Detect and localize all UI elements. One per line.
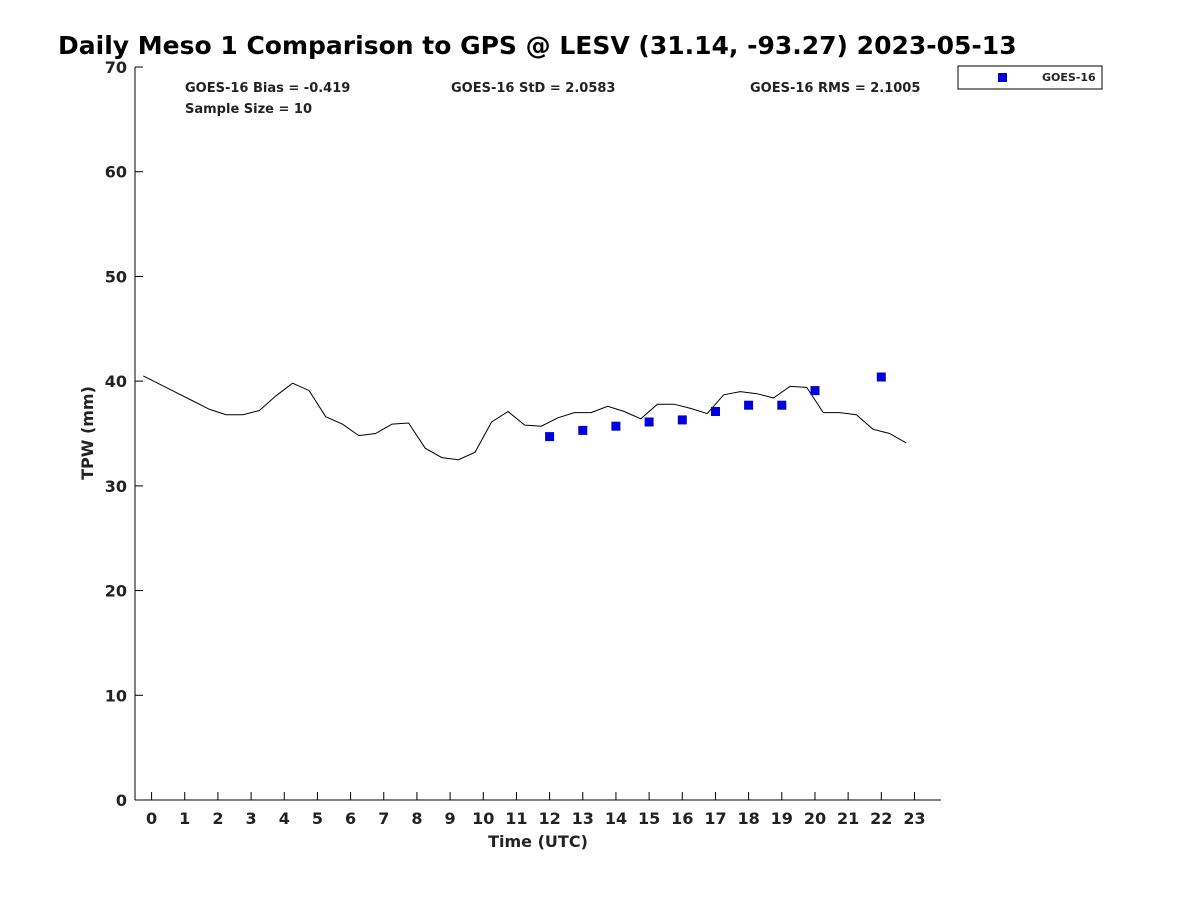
legend: GOES-16 (957, 65, 1103, 90)
goes16-point (777, 400, 787, 410)
goes16-point (677, 415, 687, 425)
goes16-point (611, 421, 621, 431)
y-tick-label: 0 (116, 791, 127, 810)
x-tick-label: 0 (146, 809, 157, 828)
x-tick-label: 1 (179, 809, 190, 828)
stat-rms: GOES-16 RMS = 2.1005 (750, 81, 920, 96)
x-tick-label: 22 (870, 809, 892, 828)
y-tick-label: 10 (105, 686, 127, 705)
x-tick-label: 21 (837, 809, 859, 828)
x-tick-label: 4 (279, 809, 290, 828)
x-tick-label: 3 (246, 809, 257, 828)
x-tick-label: 9 (445, 809, 456, 828)
x-tick-label: 15 (638, 809, 660, 828)
x-tick-label: 18 (737, 809, 759, 828)
goes16-point (644, 417, 654, 427)
x-tick-label: 14 (605, 809, 627, 828)
goes16-point (545, 432, 555, 442)
goes16-point (810, 386, 820, 396)
goes16-series (545, 372, 886, 442)
x-tick-label: 23 (903, 809, 925, 828)
x-axis-label: Time (UTC) (488, 832, 588, 851)
x-tick-label: 20 (804, 809, 826, 828)
y-tick-label: 70 (105, 58, 127, 77)
x-tick-label: 7 (378, 809, 389, 828)
y-tick-label: 40 (105, 372, 127, 391)
x-tick-label: 6 (345, 809, 356, 828)
plot-axes (134, 67, 941, 801)
gps-series (143, 375, 907, 461)
x-tick-label: 12 (538, 809, 560, 828)
x-tick-label: 11 (505, 809, 527, 828)
goes16-point (744, 400, 754, 410)
x-tick-label: 19 (771, 809, 793, 828)
x-tick-label: 13 (572, 809, 594, 828)
legend-swatch-goes16 (998, 73, 1007, 82)
y-tick-label: 50 (105, 267, 127, 286)
x-tick-label: 16 (671, 809, 693, 828)
x-tick-label: 5 (312, 809, 323, 828)
legend-box (957, 65, 1103, 90)
y-tick-label: 20 (105, 582, 127, 601)
x-tick-label: 17 (704, 809, 726, 828)
goes16-point (876, 372, 886, 382)
x-tick-label: 2 (212, 809, 223, 828)
stat-bias: GOES-16 Bias = -0.419 (185, 81, 350, 96)
x-tick-label: 10 (472, 809, 494, 828)
y-tick-label: 60 (105, 163, 127, 182)
stat-std: GOES-16 StD = 2.0583 (451, 81, 615, 96)
goes16-point (711, 407, 720, 416)
gps-line (143, 375, 907, 461)
chart-title: Daily Meso 1 Comparison to GPS @ LESV (3… (58, 31, 1017, 60)
y-tick-label: 30 (105, 477, 127, 496)
y-axis-label: TPW (mm) (78, 386, 97, 480)
legend-label-goes16: GOES-16 (1042, 71, 1096, 84)
stat-sample-size: Sample Size = 10 (185, 102, 312, 117)
goes16-point (578, 425, 588, 435)
x-tick-label: 8 (411, 809, 422, 828)
